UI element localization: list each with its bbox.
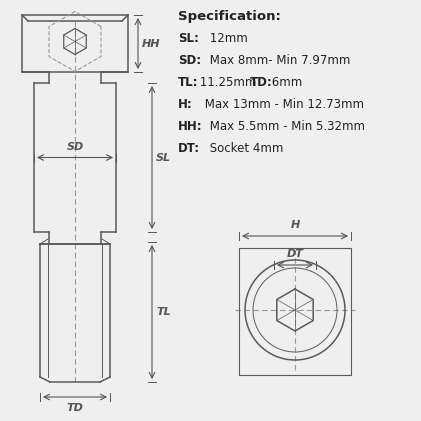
Text: HH: HH — [142, 38, 160, 48]
Text: Specification:: Specification: — [178, 10, 281, 23]
Text: H: H — [290, 220, 300, 230]
Text: SL: SL — [156, 152, 171, 163]
Text: Max 8mm- Min 7.97mm: Max 8mm- Min 7.97mm — [205, 54, 350, 67]
Text: TD: TD — [67, 403, 83, 413]
Bar — [22, 15, 128, 72]
Text: Max 5.5mm - Min 5.32mm: Max 5.5mm - Min 5.32mm — [205, 120, 365, 133]
Text: TL:: TL: — [178, 76, 198, 89]
Bar — [239, 248, 351, 375]
Text: H:: H: — [178, 98, 193, 111]
Text: SD:: SD: — [178, 54, 201, 67]
Text: SD: SD — [67, 141, 84, 152]
Text: TL: TL — [156, 307, 171, 317]
Text: DT: DT — [287, 249, 304, 259]
Text: Max 13mm - Min 12.73mm: Max 13mm - Min 12.73mm — [201, 98, 364, 111]
Text: 12mm: 12mm — [205, 32, 247, 45]
Text: Socket 4mm: Socket 4mm — [205, 142, 283, 155]
Text: TD:: TD: — [250, 76, 273, 89]
Text: 6mm: 6mm — [268, 76, 302, 89]
Text: SL:: SL: — [178, 32, 199, 45]
Text: HH:: HH: — [178, 120, 203, 133]
Text: 11.25mm: 11.25mm — [196, 76, 260, 89]
Text: DT:: DT: — [178, 142, 200, 155]
